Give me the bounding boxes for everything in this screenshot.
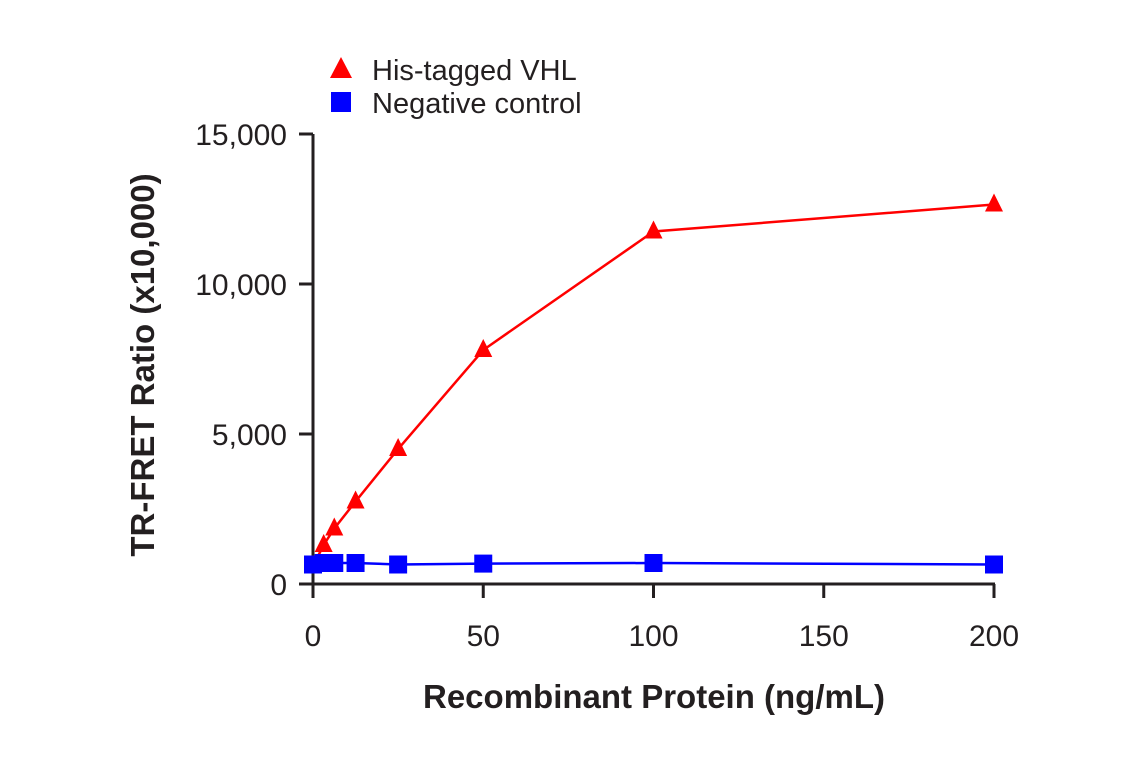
legend: His-tagged VHL Negative control xyxy=(330,55,582,120)
data-point-his-tagged-vhl xyxy=(325,517,344,536)
x-axis-title: Recombinant Protein (ng/mL) xyxy=(423,678,885,715)
x-tick-label: 0 xyxy=(305,620,322,653)
y-tick-label: 15,000 xyxy=(195,119,287,152)
x-tick-label: 200 xyxy=(969,620,1019,653)
series-line-his-tagged-vhl xyxy=(311,203,995,567)
series-layer xyxy=(304,193,1003,574)
data-point-his-tagged-vhl xyxy=(985,193,1003,212)
x-ticks: 0 50 100 150 200 xyxy=(305,584,1019,653)
y-tick-label: 0 xyxy=(270,569,287,602)
x-tick-label: 50 xyxy=(467,620,500,653)
data-point-his-tagged-vhl xyxy=(389,438,408,456)
data-point-negative-control xyxy=(474,554,493,573)
data-point-negative-control xyxy=(346,554,365,572)
data-point-negative-control xyxy=(389,555,408,574)
x-tick-label: 100 xyxy=(628,620,678,653)
legend-item-negative-control: Negative control xyxy=(331,88,582,120)
legend-square-marker xyxy=(331,92,351,112)
data-point-negative-control xyxy=(644,554,663,572)
data-point-his-tagged-vhl xyxy=(474,339,493,357)
y-tick-label: 10,000 xyxy=(195,269,287,302)
legend-label-negative-control: Negative control xyxy=(372,88,582,120)
series-his-tagged-vhl xyxy=(304,193,1003,573)
legend-label-his-tagged-vhl: His-tagged VHL xyxy=(372,55,577,87)
data-point-his-tagged-vhl xyxy=(644,220,663,239)
data-point-his-tagged-vhl xyxy=(314,534,333,552)
data-point-his-tagged-vhl xyxy=(346,490,365,509)
y-tick-label: 5,000 xyxy=(212,419,287,452)
y-axis-title: TR-FRET Ratio (x10,000) xyxy=(124,173,161,556)
legend-item-his-tagged-vhl: His-tagged VHL xyxy=(330,55,577,87)
data-point-negative-control xyxy=(325,554,344,572)
y-ticks: 0 5,000 10,000 15,000 xyxy=(195,119,313,602)
axes: 0 5,000 10,000 15,000 0 50 100 150 200 xyxy=(195,119,1019,653)
legend-triangle-marker xyxy=(330,57,352,78)
series-negative-control xyxy=(304,554,1003,574)
x-tick-label: 150 xyxy=(799,620,849,653)
data-point-negative-control xyxy=(985,555,1003,574)
